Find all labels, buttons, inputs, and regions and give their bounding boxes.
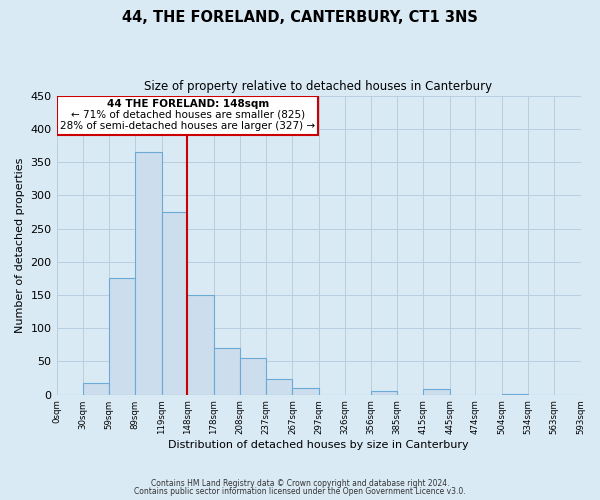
Text: Contains public sector information licensed under the Open Government Licence v3: Contains public sector information licen… — [134, 487, 466, 496]
Title: Size of property relative to detached houses in Canterbury: Size of property relative to detached ho… — [145, 80, 493, 93]
Bar — [266, 380, 292, 394]
Bar — [83, 382, 109, 394]
Bar — [187, 295, 214, 394]
Text: 28% of semi-detached houses are larger (327) →: 28% of semi-detached houses are larger (… — [60, 121, 316, 131]
Y-axis label: Number of detached properties: Number of detached properties — [15, 158, 25, 333]
Text: 44, THE FORELAND, CANTERBURY, CT1 3NS: 44, THE FORELAND, CANTERBURY, CT1 3NS — [122, 10, 478, 25]
Bar — [109, 278, 135, 394]
X-axis label: Distribution of detached houses by size in Canterbury: Distribution of detached houses by size … — [168, 440, 469, 450]
Bar — [292, 388, 319, 394]
Text: ← 71% of detached houses are smaller (825): ← 71% of detached houses are smaller (82… — [71, 110, 305, 120]
Text: 44 THE FORELAND: 148sqm: 44 THE FORELAND: 148sqm — [107, 98, 269, 108]
Bar — [214, 348, 241, 395]
Text: Contains HM Land Registry data © Crown copyright and database right 2024.: Contains HM Land Registry data © Crown c… — [151, 478, 449, 488]
Bar — [423, 390, 450, 394]
Bar — [58, 96, 318, 136]
Bar — [135, 152, 161, 394]
Bar — [161, 212, 187, 394]
Bar — [241, 358, 266, 395]
Bar — [371, 390, 397, 394]
